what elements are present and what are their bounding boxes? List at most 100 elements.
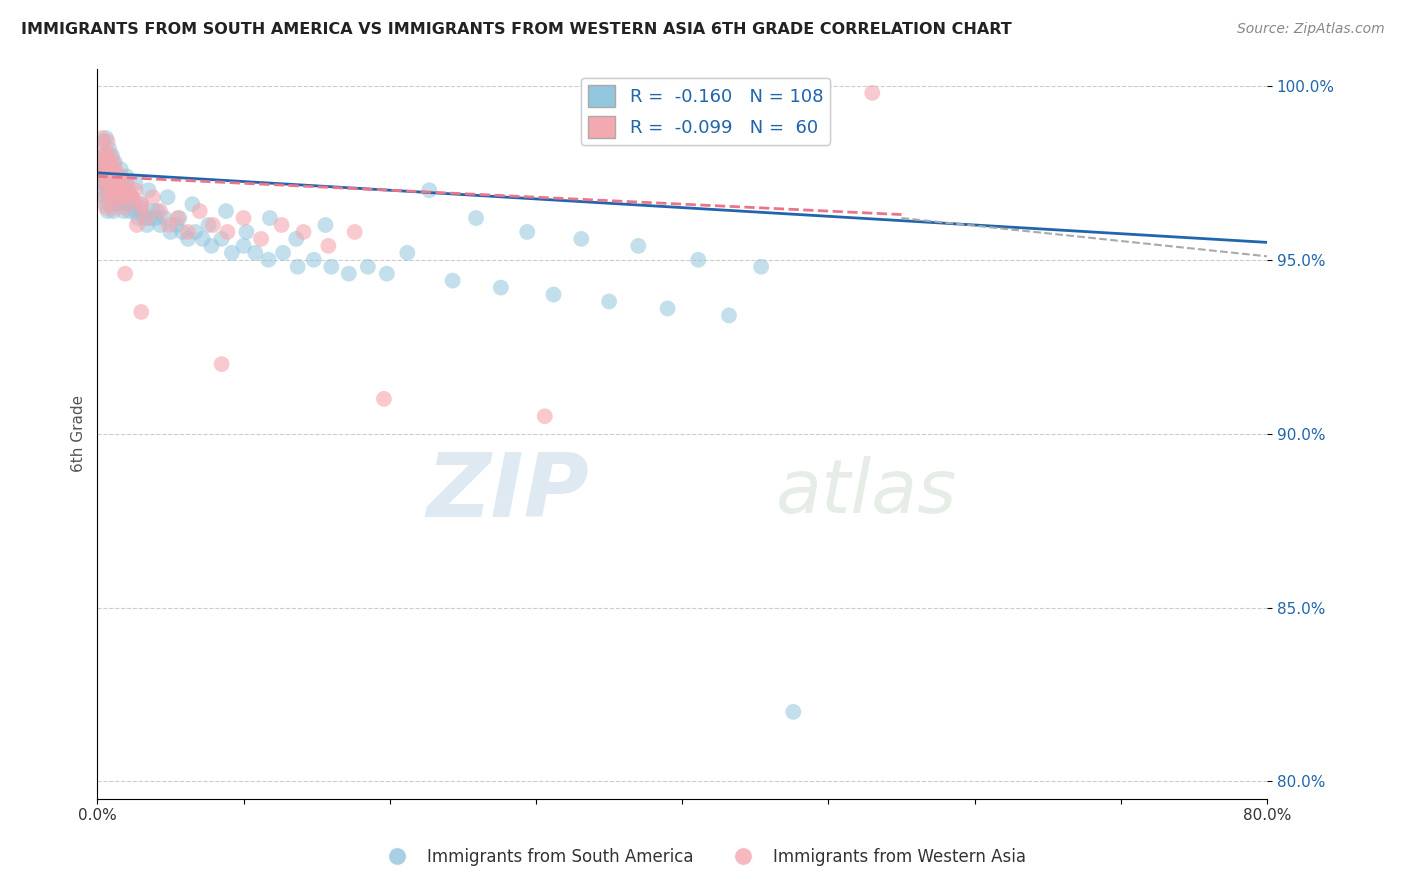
Point (91, 183, 114, 197)
Point (120, 190, 142, 204)
Point (465, 211, 488, 225)
Point (232, 239, 254, 253)
Point (314, 218, 336, 232)
Point (217, 225, 239, 239)
Point (114, 267, 136, 281)
Point (343, 225, 366, 239)
Point (292, 225, 315, 239)
Point (94, 176, 117, 190)
Point (250, 232, 273, 246)
Point (165, 218, 187, 232)
Point (117, 197, 139, 211)
Point (157, 218, 180, 232)
Point (114, 201, 136, 215)
Point (93, 148, 115, 162)
Legend: R =  -0.160   N = 108, R =  -0.099   N =  60: R = -0.160 N = 108, R = -0.099 N = 60 (581, 78, 831, 145)
Point (657, 301, 679, 316)
Point (375, 267, 398, 281)
Point (245, 245, 267, 260)
Point (115, 176, 138, 190)
Point (104, 162, 127, 177)
Point (211, 357, 233, 371)
Point (257, 252, 280, 267)
Point (101, 190, 124, 204)
Point (149, 204, 172, 219)
Point (129, 201, 152, 215)
Point (211, 232, 233, 246)
Point (101, 148, 124, 162)
Point (90, 155, 112, 169)
Point (201, 218, 224, 232)
Point (129, 305, 152, 319)
Point (516, 225, 538, 239)
Point (104, 169, 127, 184)
Point (177, 225, 200, 239)
Point (138, 183, 160, 197)
Point (142, 190, 165, 204)
Point (782, 705, 804, 719)
Point (91, 141, 114, 155)
Point (101, 183, 124, 197)
Point (122, 197, 145, 211)
Point (717, 309, 740, 323)
Point (93, 190, 115, 204)
Point (215, 204, 238, 219)
Point (93, 166, 115, 180)
Point (94, 131, 117, 145)
Point (110, 197, 132, 211)
Point (129, 197, 152, 211)
Point (139, 211, 162, 225)
Point (598, 294, 620, 309)
Point (112, 204, 135, 219)
Point (129, 204, 152, 219)
Point (97, 176, 120, 190)
Point (688, 252, 710, 267)
Point (105, 183, 128, 197)
Point (103, 183, 125, 197)
Point (153, 211, 176, 225)
Point (749, 260, 772, 274)
Point (136, 211, 159, 225)
Point (221, 245, 243, 260)
Point (285, 232, 308, 246)
Y-axis label: 6th Grade: 6th Grade (72, 395, 86, 472)
Point (98, 190, 121, 204)
Point (125, 218, 148, 232)
Text: atlas: atlas (776, 456, 957, 528)
Point (90, 176, 112, 190)
Point (533, 409, 555, 424)
Point (103, 169, 125, 184)
Point (108, 169, 131, 184)
Point (287, 260, 309, 274)
Point (91, 162, 114, 177)
Point (321, 260, 343, 274)
Point (114, 190, 136, 204)
Point (146, 204, 169, 219)
Point (105, 197, 128, 211)
Text: IMMIGRANTS FROM SOUTH AMERICA VS IMMIGRANTS FROM WESTERN ASIA 6TH GRADE CORRELAT: IMMIGRANTS FROM SOUTH AMERICA VS IMMIGRA… (21, 22, 1012, 37)
Point (104, 155, 127, 169)
Point (142, 204, 165, 219)
Point (121, 190, 143, 204)
Point (101, 169, 124, 184)
Point (235, 225, 257, 239)
Point (167, 211, 190, 225)
Point (112, 183, 135, 197)
Point (118, 204, 141, 219)
Point (127, 211, 149, 225)
Point (94, 155, 117, 169)
Point (108, 190, 131, 204)
Point (124, 204, 146, 219)
Point (112, 183, 135, 197)
Point (197, 218, 219, 232)
Point (318, 239, 340, 253)
Point (93, 148, 115, 162)
Point (107, 190, 129, 204)
Point (302, 252, 325, 267)
Point (93, 169, 115, 184)
Point (105, 176, 128, 190)
Point (98, 169, 121, 184)
Point (115, 176, 138, 190)
Point (97, 135, 120, 149)
Point (91, 135, 114, 149)
